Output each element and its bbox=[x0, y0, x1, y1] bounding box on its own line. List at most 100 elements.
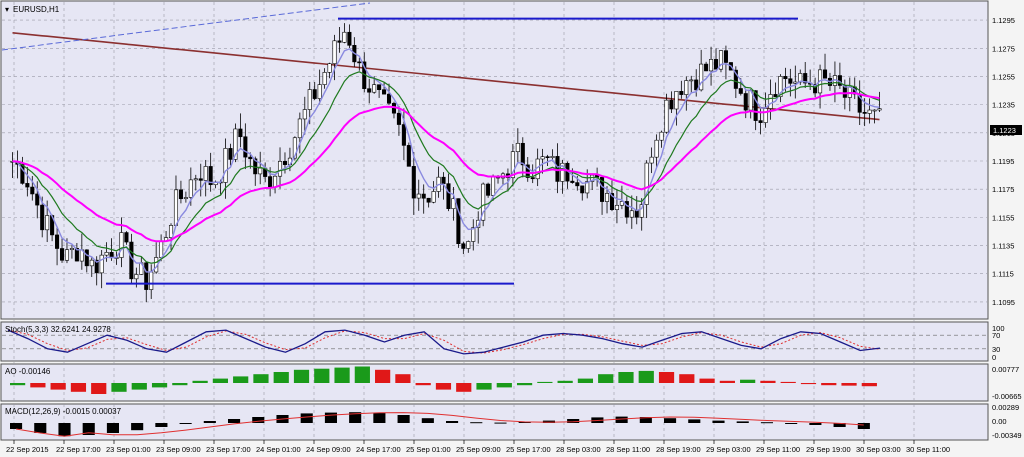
macd-bar bbox=[567, 419, 580, 423]
candle-body bbox=[481, 183, 486, 221]
candle-body bbox=[867, 109, 872, 114]
ao-bar bbox=[800, 383, 817, 385]
ao-bar bbox=[780, 381, 796, 383]
candle-body bbox=[347, 31, 352, 46]
candle-body bbox=[223, 148, 228, 183]
macd-panel[interactable] bbox=[0, 403, 989, 441]
ao-bar bbox=[496, 383, 512, 388]
candle-body bbox=[238, 128, 243, 138]
macd-bar bbox=[736, 421, 749, 423]
candle-body bbox=[178, 189, 183, 200]
ao-bar bbox=[740, 379, 756, 383]
ao-bar bbox=[131, 383, 147, 390]
ao-bar bbox=[10, 383, 26, 386]
time-tick-label: 29 Sep 03:00 bbox=[706, 445, 751, 454]
candle-body bbox=[342, 31, 347, 43]
macd-bar bbox=[615, 416, 628, 423]
ao-bar bbox=[415, 383, 431, 386]
ao-bar bbox=[841, 383, 857, 386]
macd-signal-line bbox=[16, 412, 864, 437]
ao-bar bbox=[334, 367, 350, 383]
ao-bar bbox=[476, 383, 492, 390]
candle-body bbox=[738, 88, 743, 94]
ao-bar bbox=[658, 372, 675, 383]
candle-body bbox=[446, 183, 451, 209]
candle-body bbox=[872, 109, 877, 112]
candle-body bbox=[803, 73, 808, 84]
candle-body bbox=[525, 164, 530, 178]
macd-bar bbox=[34, 423, 47, 433]
candle-body bbox=[396, 112, 401, 125]
candle-body bbox=[793, 81, 798, 84]
ao-bar bbox=[679, 374, 695, 383]
macd-tick-label: -0.00349 bbox=[992, 431, 1022, 440]
stochastic-panel[interactable] bbox=[0, 321, 989, 362]
price-tick-label: 1.1235 bbox=[992, 101, 1015, 110]
candle-body bbox=[55, 234, 60, 249]
ao-bar bbox=[537, 381, 553, 383]
price-tick-label: 1.1275 bbox=[992, 44, 1015, 53]
ma-fast-series bbox=[12, 48, 880, 273]
candle-body bbox=[312, 89, 317, 99]
macd-bar bbox=[785, 423, 798, 424]
stoch-signal-line bbox=[7, 329, 881, 354]
current-price-tag bbox=[990, 125, 1022, 135]
macd-bar bbox=[494, 422, 507, 424]
macd-axis: 0.00289 0.00 -0.00349 bbox=[992, 403, 1022, 440]
candle-body bbox=[669, 99, 674, 110]
candle-body bbox=[40, 204, 45, 231]
candle-body bbox=[377, 84, 382, 91]
candle-body bbox=[466, 241, 471, 249]
ao-bar bbox=[456, 383, 472, 392]
time-axis: 22 Sep 2015 22 Sep 17:00 23 Sep 01:00 23 Se… bbox=[6, 440, 950, 454]
candle-body bbox=[416, 193, 421, 199]
candle-body bbox=[768, 94, 773, 109]
ao-bar bbox=[516, 383, 533, 386]
price-tick-label: 1.1195 bbox=[992, 157, 1014, 166]
macd-bar bbox=[349, 412, 362, 423]
candle-body bbox=[510, 151, 515, 178]
candle-body bbox=[758, 120, 763, 123]
candle-body bbox=[198, 178, 203, 181]
macd-bar bbox=[712, 420, 725, 423]
candle-body bbox=[664, 99, 669, 133]
ao-bar bbox=[821, 383, 837, 386]
candle-body bbox=[634, 210, 639, 218]
candle-body bbox=[694, 79, 699, 91]
macd-tick-label: 0.00289 bbox=[992, 403, 1019, 412]
ma-long-line bbox=[1, 2, 880, 121]
candle-body bbox=[35, 193, 40, 206]
ao-bar bbox=[293, 369, 310, 383]
macd-title: MACD(12,26,9) -0.0015 0.00037 bbox=[5, 407, 122, 416]
candle-body bbox=[322, 72, 327, 85]
macd-bar bbox=[106, 423, 119, 433]
time-tick-label: 28 Sep 19:00 bbox=[656, 445, 701, 454]
macd-bar bbox=[82, 423, 95, 435]
ao-panel[interactable] bbox=[0, 363, 989, 402]
candle-body bbox=[733, 69, 738, 89]
macd-bar bbox=[809, 423, 822, 425]
candle-body bbox=[580, 185, 585, 194]
candle-body bbox=[654, 139, 659, 158]
ao-tick-label: -0.00665 bbox=[992, 392, 1022, 401]
macd-bar bbox=[470, 422, 483, 424]
candle-body bbox=[332, 40, 337, 64]
time-tick-label: 25 Sep 17:00 bbox=[506, 445, 551, 454]
dropdown-triangle-icon[interactable]: ▾ bbox=[5, 5, 9, 14]
ao-bar bbox=[395, 374, 411, 383]
candle-body bbox=[441, 176, 446, 184]
candle-body bbox=[461, 243, 466, 249]
candle-body bbox=[124, 232, 129, 243]
ao-bar bbox=[30, 383, 46, 388]
macd-bar bbox=[300, 413, 313, 423]
ao-bar bbox=[760, 380, 776, 383]
candle-body bbox=[639, 204, 644, 218]
candle-body bbox=[30, 186, 35, 195]
candle-body bbox=[248, 156, 253, 160]
main-panel[interactable] bbox=[0, 0, 989, 320]
candle-body bbox=[585, 181, 590, 194]
time-tick-label: 30 Sep 11:00 bbox=[906, 445, 950, 454]
